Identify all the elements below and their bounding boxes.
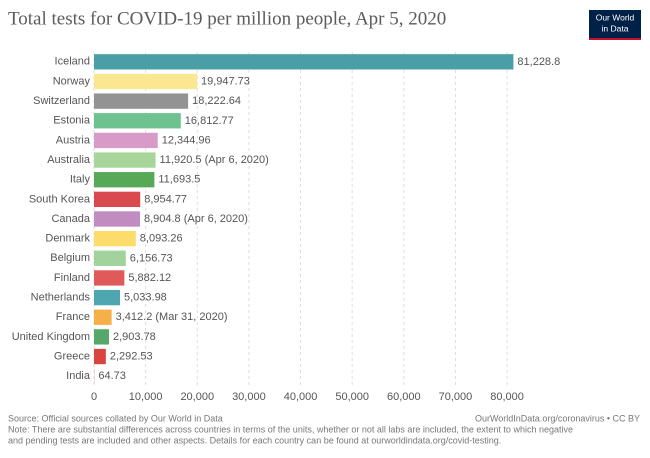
value-label: 11,693.5	[158, 174, 200, 186]
value-label: 5,882.12	[128, 272, 171, 284]
bar	[94, 230, 136, 247]
bar	[94, 211, 140, 227]
category-label: Estonia	[53, 115, 91, 127]
value-label: 19,947.73	[201, 75, 250, 87]
value-label: 2,292.53	[110, 350, 153, 362]
x-tick-label: 0	[91, 391, 97, 403]
value-label: 8,954.77	[144, 193, 187, 205]
value-label: 12,344.96	[162, 134, 211, 146]
bar	[94, 348, 106, 365]
category-label: Switzerland	[33, 95, 90, 107]
category-label: Australia	[47, 154, 91, 166]
bar	[94, 250, 126, 266]
category-label: Belgium	[50, 252, 90, 264]
value-label-number: 12,344.96	[162, 134, 211, 146]
source: Source: Official sources collated by Our…	[8, 413, 223, 423]
value-label: 11,920.5 (Apr 6, 2020)	[160, 154, 269, 166]
value-label-note: (Mar 31, 2020)	[155, 311, 227, 323]
value-label: 18,222.64	[192, 95, 241, 107]
bar	[94, 270, 125, 286]
bar	[94, 132, 158, 149]
value-label-note: (Apr 6, 2020)	[205, 154, 269, 166]
value-label-number: 64.73	[98, 370, 126, 382]
value-label-number: 18,222.64	[192, 95, 241, 107]
bar	[94, 73, 197, 90]
bar	[94, 93, 189, 109]
value-label: 81,228.8	[517, 56, 560, 68]
category-label: Iceland	[55, 56, 90, 68]
value-label: 3,412.2 (Mar 31, 2020)	[116, 311, 228, 323]
value-label-number: 11,693.5	[158, 174, 200, 186]
value-label-number: 81,228.8	[517, 56, 560, 68]
value-label: 2,903.78	[113, 331, 156, 343]
value-label-number: 2,292.53	[110, 350, 153, 362]
value-label-number: 8,904.8	[144, 213, 181, 225]
category-label: United Kingdom	[12, 331, 90, 343]
bar	[94, 172, 155, 188]
category-label: South Korea	[29, 193, 91, 205]
value-label-number: 3,412.2	[116, 311, 153, 323]
value-label: 5,033.98	[124, 291, 167, 303]
value-label-number: 11,920.5	[160, 154, 202, 166]
chart-title: Total tests for COVID-19 per million peo…	[8, 8, 446, 29]
value-label-number: 8,093.26	[140, 233, 183, 245]
value-label-note: (Apr 6, 2020)	[184, 213, 248, 225]
x-tick-label: 70,000	[439, 391, 473, 403]
x-tick-label: 10,000	[129, 391, 163, 403]
x-tick-label: 60,000	[387, 391, 421, 403]
bar	[94, 152, 156, 168]
x-tick-label: 50,000	[335, 391, 369, 403]
bar	[94, 289, 120, 306]
value-label: 16,812.77	[185, 115, 234, 127]
value-label: 6,156.73	[130, 252, 173, 264]
x-tick-label: 40,000	[284, 391, 318, 403]
category-label: India	[66, 370, 91, 382]
value-label-number: 2,903.78	[113, 331, 156, 343]
logo-box	[589, 10, 641, 40]
logo-text: Our World	[596, 12, 635, 22]
category-label: Denmark	[45, 233, 90, 245]
x-tick-label: 80,000	[490, 391, 524, 403]
category-label: Netherlands	[31, 291, 91, 303]
category-label: Greece	[54, 350, 90, 362]
value-label-number: 16,812.77	[185, 115, 234, 127]
bar	[94, 191, 141, 208]
bar	[94, 329, 109, 345]
logo-text: in Data	[602, 23, 629, 33]
value-label: 8,904.8 (Apr 6, 2020)	[144, 213, 248, 225]
bar	[94, 309, 112, 325]
category-label: Finland	[54, 272, 90, 284]
category-label: Norway	[53, 75, 91, 87]
value-label-number: 8,954.77	[144, 193, 187, 205]
note: and pending tests are included and other…	[8, 435, 501, 445]
logo-underline	[589, 38, 641, 40]
bar	[94, 113, 181, 129]
value-label-number: 19,947.73	[201, 75, 250, 87]
credit: OurWorldInData.org/coronavirus • CC BY	[475, 413, 640, 423]
value-label: 64.73	[98, 370, 126, 382]
x-tick-label: 30,000	[232, 391, 266, 403]
category-label: Austria	[56, 134, 91, 146]
category-label: France	[56, 311, 90, 323]
value-label: 8,093.26	[140, 233, 183, 245]
note: Note: There are substantial differences …	[8, 424, 573, 434]
value-label-number: 6,156.73	[130, 252, 173, 264]
x-tick-label: 20,000	[180, 391, 214, 403]
category-label: Italy	[70, 174, 91, 186]
bar	[94, 54, 514, 70]
value-label-number: 5,882.12	[128, 272, 171, 284]
category-label: Canada	[51, 213, 90, 225]
value-label-number: 5,033.98	[124, 291, 167, 303]
